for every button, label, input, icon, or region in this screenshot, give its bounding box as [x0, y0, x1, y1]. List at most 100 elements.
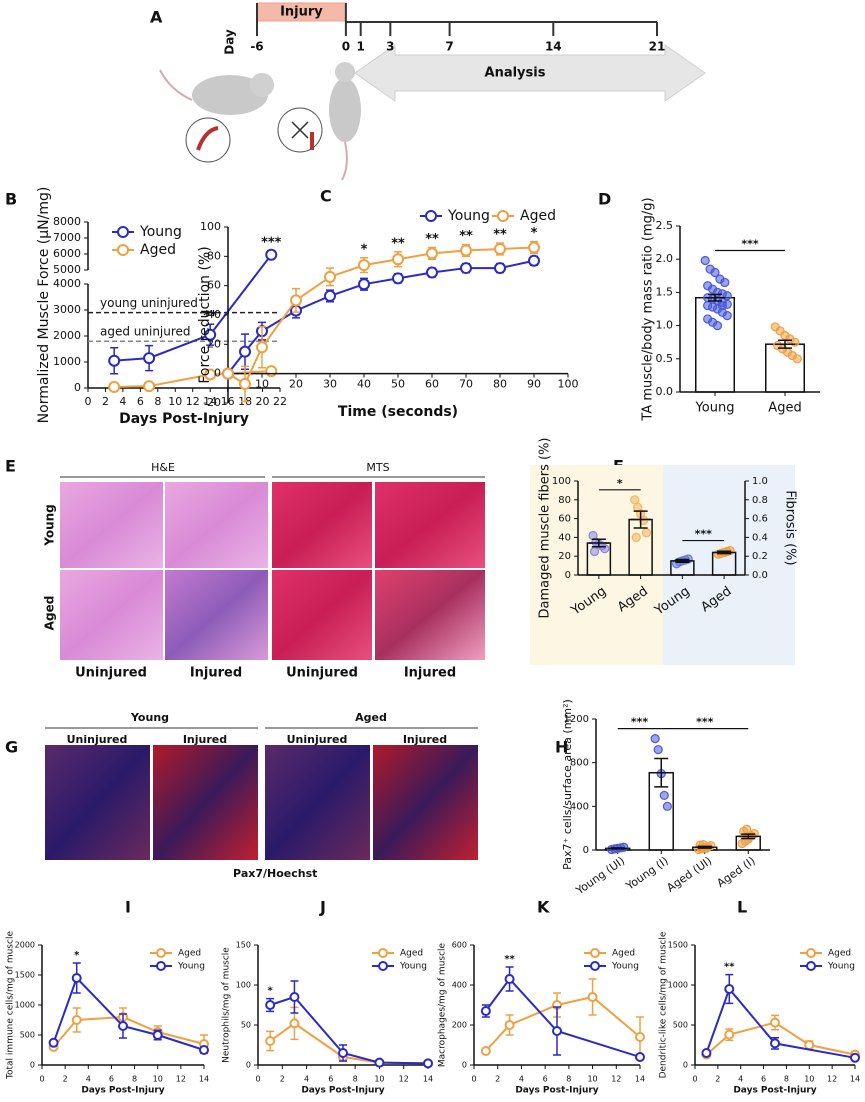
- y-tick-label: -20: [203, 396, 221, 409]
- marker: [724, 984, 735, 994]
- y-tick-label: 500: [673, 1021, 688, 1030]
- x-tick-label: 10: [804, 1075, 814, 1084]
- marker: [480, 1006, 491, 1016]
- marker: [480, 1046, 491, 1056]
- legend-label: Young: [611, 962, 639, 972]
- legend-marker: [425, 210, 437, 222]
- y-axis-label: Damaged muscle fibers (%): [538, 438, 553, 619]
- legend-label: Young: [177, 962, 205, 972]
- x-tick-label: 10: [153, 1075, 163, 1084]
- data-point: [792, 354, 802, 364]
- x-tick-label: 100: [558, 378, 579, 391]
- y-tick-label: 1000: [15, 1001, 35, 1010]
- x-tick-label: 8: [353, 1075, 358, 1084]
- marker: [392, 272, 404, 285]
- data-point: [742, 824, 752, 834]
- marker: [374, 1057, 385, 1068]
- error-bar: [705, 293, 725, 302]
- x-tick-label: 2: [715, 1075, 720, 1084]
- y-axis-label: Neutrophils/mg of muscle: [222, 947, 232, 1063]
- legend-marker: [156, 961, 166, 971]
- x-tick-label: 12: [611, 1075, 621, 1084]
- x-tick-label: 90: [527, 378, 541, 391]
- panel-label: D: [598, 190, 611, 209]
- marker: [324, 289, 336, 302]
- x-tick-label: 0: [255, 1075, 260, 1084]
- x-tick-label: 0: [471, 1075, 476, 1084]
- marker: [265, 1000, 276, 1010]
- significance: **: [425, 232, 439, 247]
- x-tick-label: 20: [256, 395, 270, 408]
- y-axis-label: Normalized Muscle Force (µN/mg): [36, 187, 52, 424]
- x-tick-label: 12: [186, 395, 200, 408]
- y-tick-label: 1500: [15, 971, 35, 980]
- analysis-arrow: [354, 44, 706, 102]
- x-tick-label: 14: [850, 1075, 860, 1084]
- y-tick-label: 400: [452, 981, 467, 990]
- error-bar: [714, 550, 735, 555]
- analysis-label: Analysis: [485, 66, 546, 81]
- legend-label: Aged: [612, 949, 635, 959]
- y-tick-label: 6000: [53, 247, 81, 260]
- x-tick-label: 8: [132, 1075, 137, 1084]
- y-tick-label: 0: [30, 1061, 35, 1070]
- y-tick-label: 600: [452, 941, 467, 950]
- y-tick-label: 20: [207, 337, 221, 350]
- error-bar: [630, 510, 651, 529]
- x-tick-label: 8: [154, 395, 161, 408]
- y-tick-label: 0.5: [656, 352, 674, 365]
- marker: [199, 1045, 209, 1055]
- y-tick-label: 0.6: [752, 514, 768, 525]
- marker: [222, 367, 234, 380]
- x-tick-label: 6: [137, 395, 144, 408]
- x-axis-label: Days Post-Injury: [301, 1086, 384, 1096]
- marker: [71, 1015, 82, 1025]
- marker: [204, 328, 217, 341]
- legend-label: Aged: [520, 208, 556, 224]
- y-axis-label: Force reduction (%): [197, 246, 213, 383]
- significance: **: [504, 954, 515, 965]
- marker: [204, 368, 217, 381]
- legend-marker: [590, 961, 600, 971]
- y-tick-label: 0: [583, 845, 589, 856]
- x-tick-label: 10: [255, 378, 269, 391]
- column-label: Uninjured: [286, 666, 358, 681]
- marker: [143, 352, 156, 365]
- x-tick-label: 0: [692, 1075, 697, 1084]
- x-axis-label: Days Post-Injury: [515, 1086, 598, 1096]
- y-tick-label: 100: [236, 981, 251, 990]
- error-bar: [672, 558, 693, 564]
- data-point: [589, 546, 600, 557]
- x-axis-label: Days Post-Injury: [733, 1086, 816, 1096]
- panel-label: C: [320, 187, 332, 206]
- timeline-day: -6: [250, 40, 263, 54]
- x-tick-label: 14: [423, 1075, 433, 1084]
- x-tick-label: 70: [459, 378, 473, 391]
- y-tick-label: 40: [207, 308, 221, 321]
- data-point: [722, 291, 732, 301]
- stain-label: Pax7: [233, 867, 263, 880]
- significance: ***: [695, 528, 713, 541]
- x-tick-label: Young: [695, 401, 735, 416]
- y-tick-label: 0.0: [656, 385, 674, 398]
- y-tick-label: 1000: [668, 981, 688, 990]
- marker: [290, 294, 302, 307]
- x-tick-label: 6: [109, 1075, 114, 1084]
- marker: [358, 259, 370, 272]
- column-label: Uninjured: [75, 666, 147, 681]
- x-tick-label: 22: [273, 395, 287, 408]
- x-tick-label: 4: [738, 1075, 743, 1084]
- y-tick-label: 5000: [53, 263, 81, 276]
- x-tick-label: 0: [85, 395, 92, 408]
- data-point: [653, 744, 663, 755]
- x-tick-label: 4: [86, 1075, 91, 1084]
- marker: [143, 380, 156, 393]
- y-tick-label: 0.2: [752, 551, 768, 562]
- data-point: [717, 301, 727, 311]
- x-tick-label: 2: [280, 1075, 285, 1084]
- x-tick-label: 30: [323, 378, 337, 391]
- y-tick-label: 500: [20, 1031, 35, 1040]
- panel-label: G: [5, 738, 18, 757]
- significance: *: [531, 226, 538, 241]
- y-axis-label: Macrophages/mg of muscle: [438, 942, 448, 1067]
